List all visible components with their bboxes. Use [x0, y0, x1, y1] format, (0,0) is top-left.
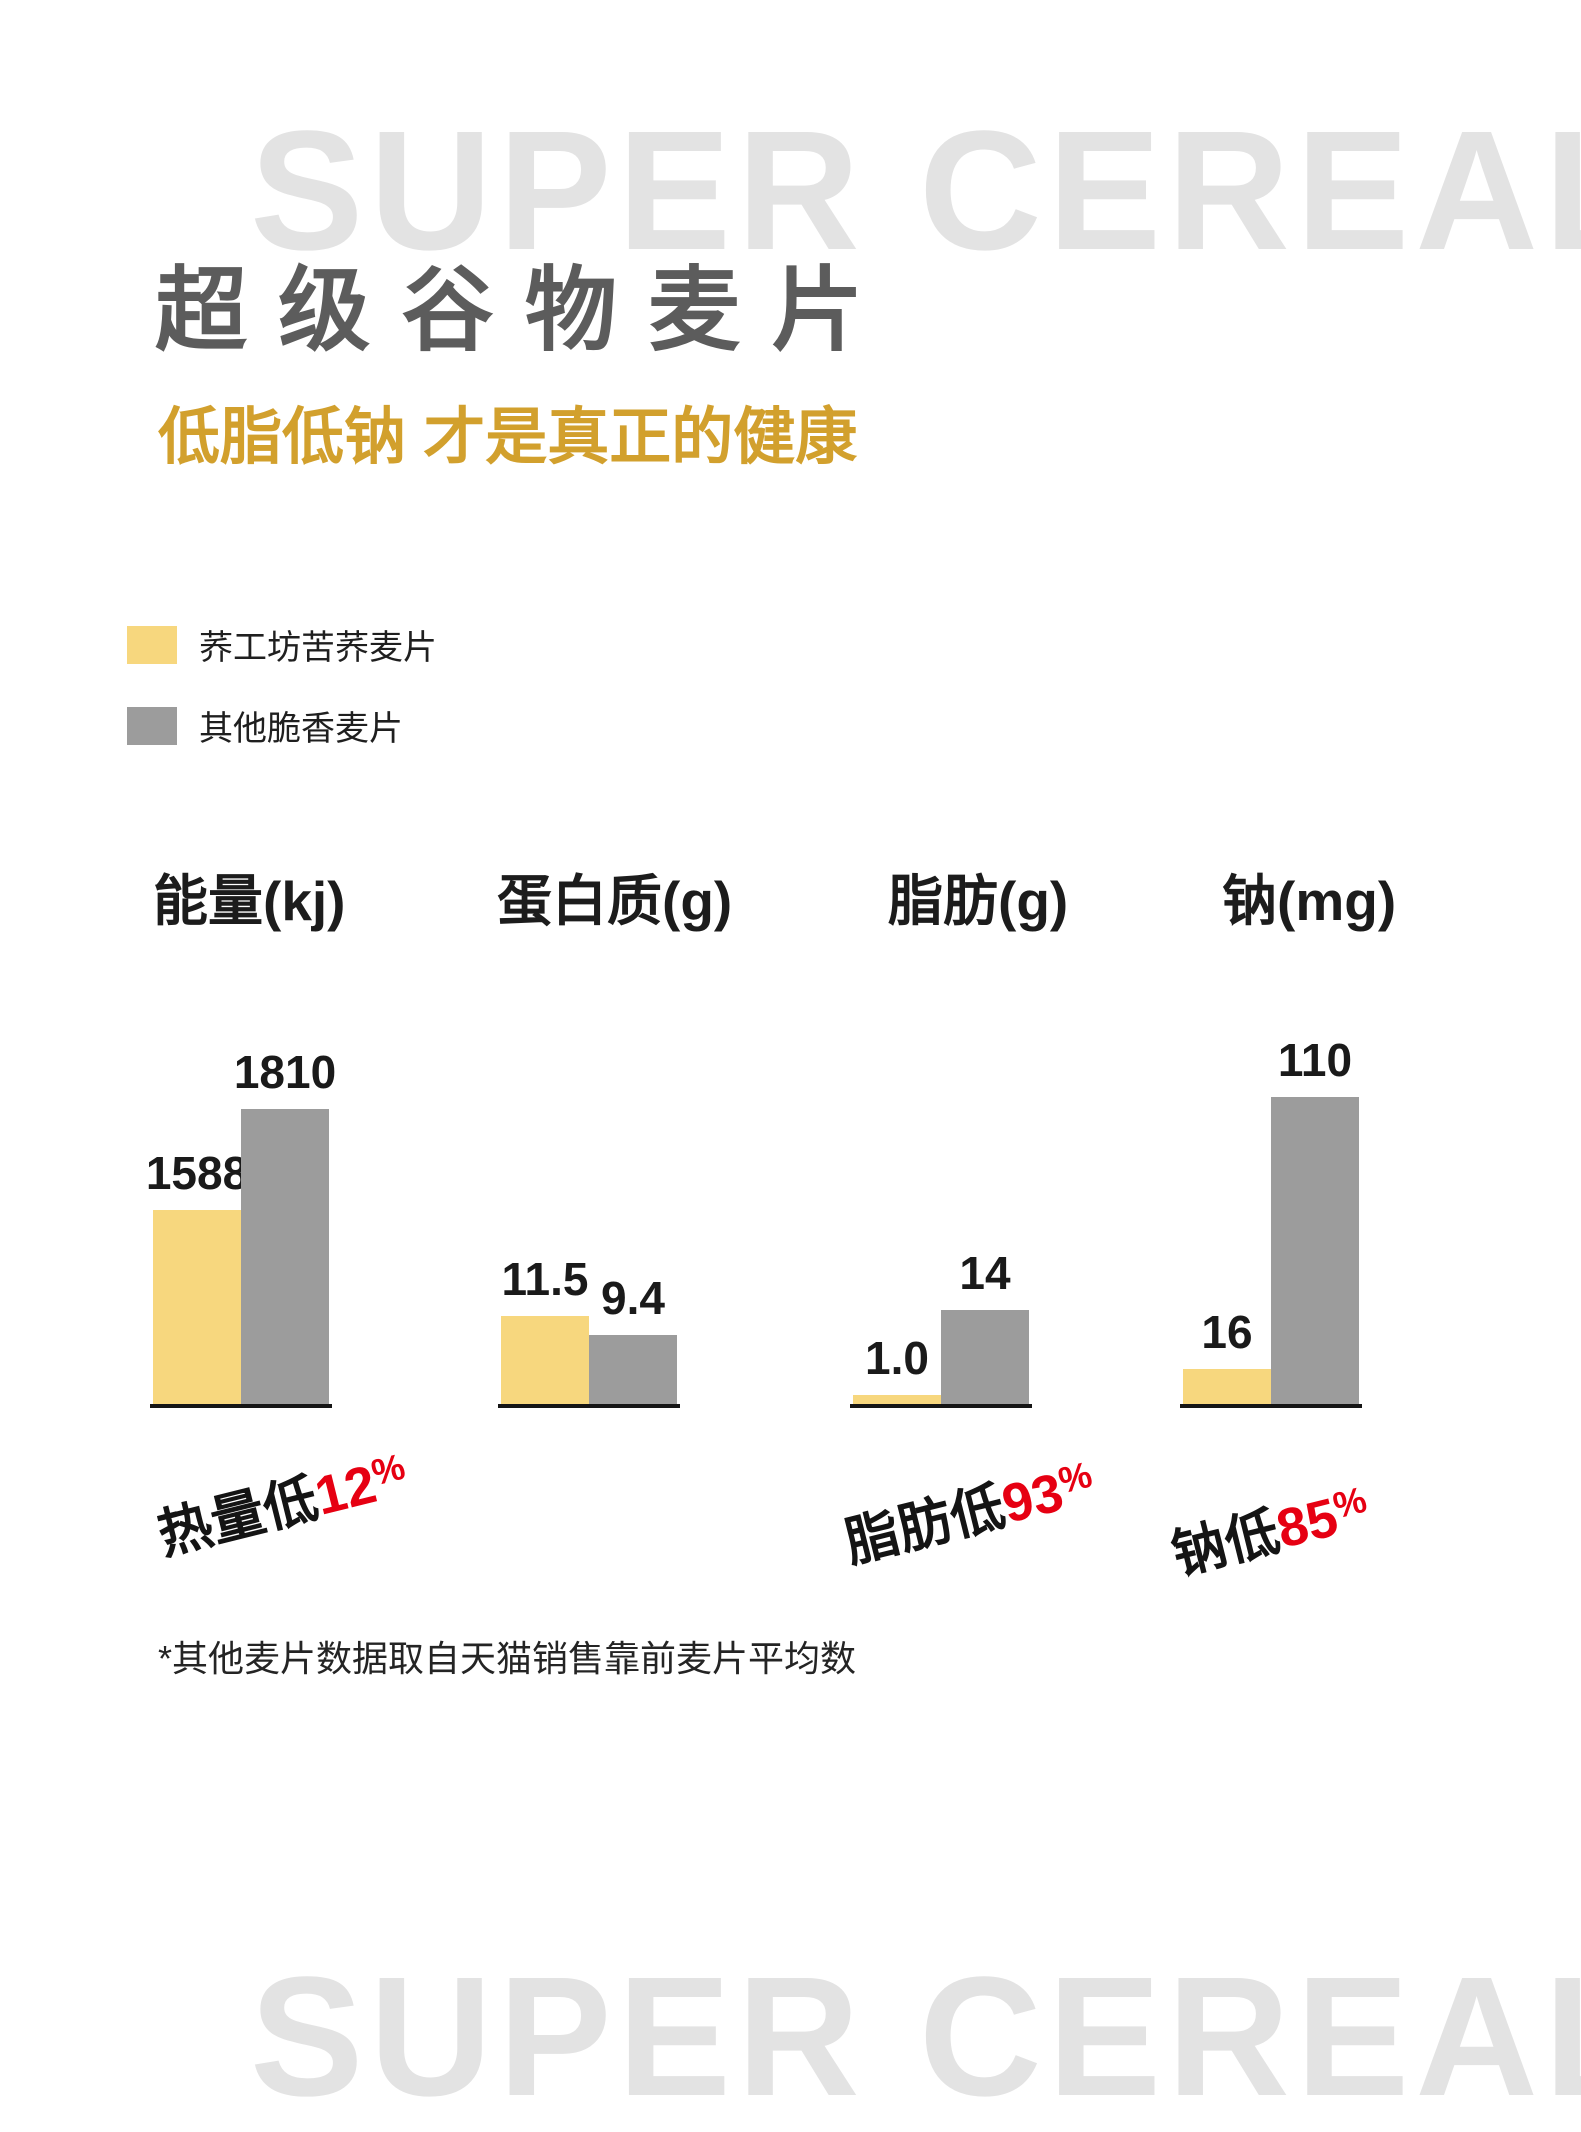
bar-yellow — [501, 1316, 589, 1404]
annotation-prefix: 脂肪低 — [839, 1476, 1011, 1574]
watermark-bottom-text: SUPER CEREAL — [250, 1942, 1581, 2132]
bar-yellow — [853, 1395, 941, 1404]
bar-value-label: 1810 — [233, 1046, 337, 1098]
footnote-text: *其他麦片数据取自天猫销售靠前麦片平均数 — [158, 1638, 857, 1679]
annotation-calorie-lower: 热量低12% — [148, 1432, 414, 1570]
annotation-fat-lower: 脂肪低93% — [835, 1440, 1101, 1578]
bar-yellow — [153, 1210, 241, 1404]
bar-gray — [941, 1310, 1029, 1404]
group-baseline — [498, 1404, 680, 1408]
annotation-sodium-lower: 钠低85% — [1162, 1465, 1376, 1590]
legend-item-other-cereal: 其他脆香麦片 — [127, 701, 437, 750]
bar-group-sodium: 16 110 — [1180, 988, 1362, 1408]
column-header-sodium: 钠(mg) — [1222, 870, 1397, 932]
annotation-prefix: 钠低 — [1166, 1501, 1286, 1586]
bar-column: 1588 — [146, 1146, 248, 1404]
watermark-top-text: SUPER CEREAL — [250, 96, 1581, 286]
group-baseline — [1180, 1404, 1362, 1408]
bar-column: 1810 — [234, 1045, 336, 1404]
legend-swatch-gray — [127, 706, 177, 745]
legend-swatch-yellow — [127, 625, 177, 664]
column-header-fat: 脂肪(g) — [888, 870, 1069, 932]
annotation-prefix: 热量低 — [152, 1468, 324, 1566]
bar-column: 1.0 — [853, 1331, 941, 1404]
bar-value-label: 14 — [959, 1247, 1011, 1299]
group-baseline — [150, 1404, 332, 1408]
legend-label: 其他脆香麦片 — [199, 710, 403, 748]
bar-column: 11.5 — [501, 1252, 589, 1404]
bar-value-label: 11.5 — [501, 1253, 589, 1305]
bar-value-label: 1588 — [145, 1147, 249, 1199]
bar-group-fat: 1.0 14 — [850, 988, 1032, 1408]
legend-item-bitter-buckwheat: 荞工坊苦荞麦片 — [127, 620, 437, 669]
bar-value-label: 16 — [1201, 1306, 1253, 1358]
bar-value-label: 9.4 — [601, 1272, 665, 1324]
legend-label: 荞工坊苦荞麦片 — [199, 629, 437, 667]
column-header-protein: 蛋白质(g) — [497, 870, 733, 932]
bar-value-label: 110 — [1277, 1034, 1353, 1086]
bar-group-energy: 1588 1810 — [146, 988, 336, 1408]
bar-gray — [241, 1109, 329, 1404]
page-title: 超级谷物麦片 — [155, 260, 895, 362]
bar-yellow — [1183, 1369, 1271, 1404]
bar-column: 110 — [1271, 1033, 1359, 1404]
bar-column: 9.4 — [589, 1271, 677, 1404]
bar-column: 14 — [941, 1246, 1029, 1404]
bar-column: 16 — [1183, 1305, 1271, 1404]
bar-value-label: 1.0 — [865, 1332, 929, 1384]
bar-gray — [1271, 1097, 1359, 1404]
column-header-energy: 能量(kj) — [153, 870, 346, 932]
page-subtitle: 低脂低钠 才是真正的健康 — [158, 403, 858, 472]
bar-gray — [589, 1335, 677, 1404]
page: { "watermark": { "text": "SUPER CEREAL" … — [127, 96, 1581, 2122]
bar-group-protein: 11.5 9.4 — [498, 988, 680, 1408]
chart-legend: 荞工坊苦荞麦片 其他脆香麦片 — [127, 620, 437, 750]
group-baseline — [850, 1404, 1032, 1408]
